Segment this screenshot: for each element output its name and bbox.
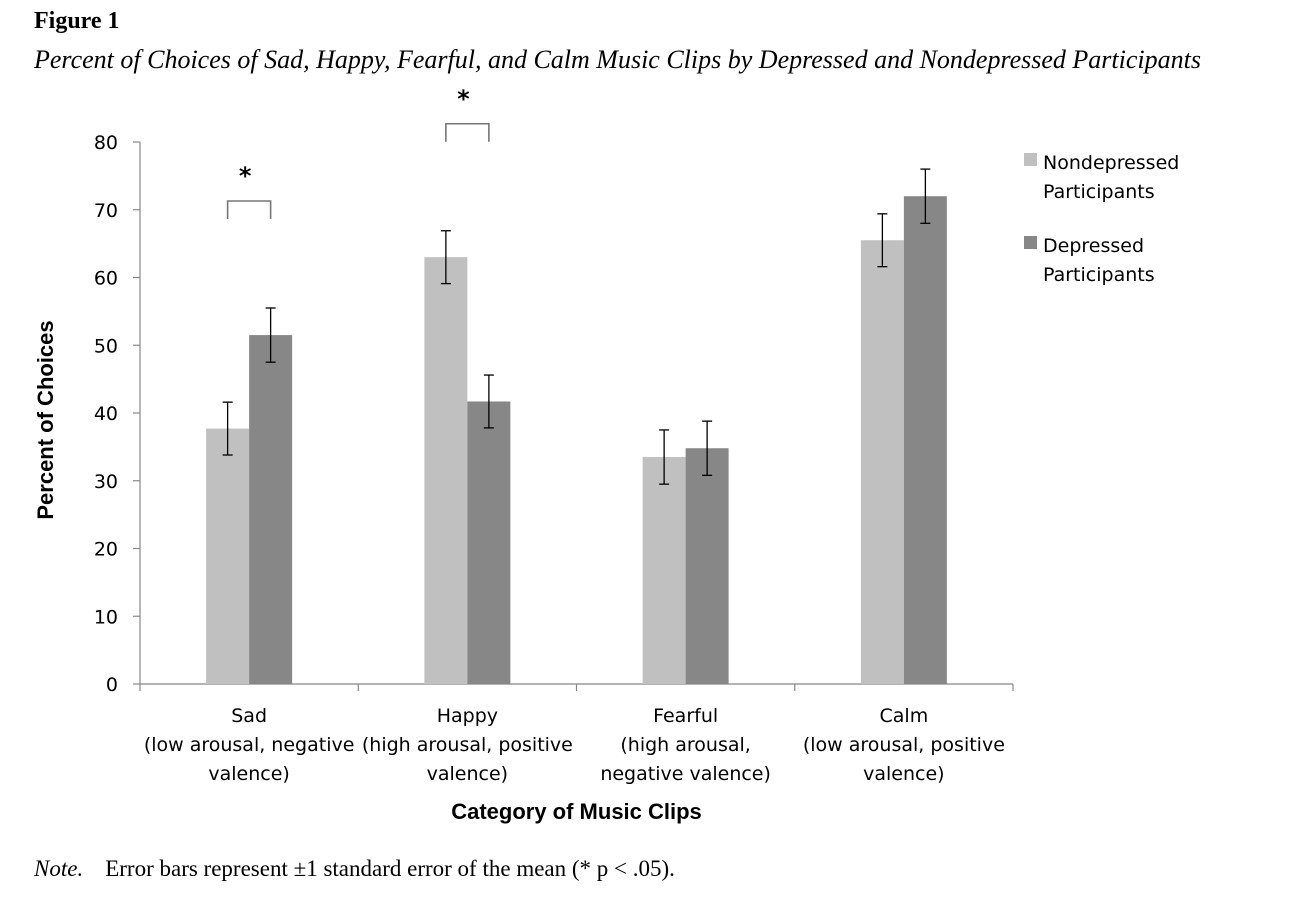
bar — [860, 240, 904, 685]
significance-bracket — [445, 122, 490, 142]
y-tick-label: 70 — [94, 200, 118, 222]
x-category-label: (high arousal, — [620, 734, 750, 756]
bar-chart: 0 10 20 30 40 50 60 70 80 * * Sad (low arousal, nega… — [33, 85, 1179, 824]
x-category-label: Happy — [437, 705, 498, 727]
note-label: Note. — [34, 856, 84, 881]
x-category-label: Fearful — [653, 705, 718, 727]
bar — [206, 428, 250, 684]
significance-marker: * — [457, 85, 470, 113]
legend-label: Depressed — [1043, 235, 1144, 257]
legend-swatch — [1024, 153, 1037, 166]
bar — [642, 457, 686, 684]
legend-swatch — [1024, 236, 1037, 249]
significance-marker: * — [239, 162, 252, 190]
x-category-label: (low arousal, negative — [144, 734, 355, 756]
y-tick-label: 60 — [94, 268, 118, 290]
bar — [467, 401, 511, 684]
y-tick-label: 20 — [94, 539, 118, 561]
x-category-label: valence) — [863, 763, 944, 785]
y-tick-label: 50 — [94, 335, 118, 357]
x-category-label: (low arousal, positive — [803, 734, 1005, 756]
y-axis-title: Percent of Choices — [33, 320, 58, 519]
legend-label: Participants — [1043, 264, 1155, 286]
y-tick-label: 40 — [94, 403, 118, 425]
x-category-label: Calm — [880, 705, 929, 727]
x-category-label: Sad — [231, 705, 267, 727]
y-tick-label: 10 — [94, 606, 118, 628]
legend-label: Participants — [1043, 181, 1155, 203]
x-category-label: valence) — [208, 763, 289, 785]
x-category-label: (high arousal, positive — [362, 734, 573, 756]
significance-bracket — [226, 200, 272, 219]
figure-label: Figure 1 — [34, 8, 120, 34]
y-tick-label: 0 — [106, 674, 118, 696]
bar — [685, 448, 729, 684]
x-category-label: valence) — [427, 763, 508, 785]
x-category-label: negative valence) — [600, 763, 771, 785]
y-tick-label: 80 — [94, 132, 118, 154]
bar — [424, 257, 468, 684]
legend-label: Nondepressed — [1043, 152, 1179, 174]
figure-title: Percent of Choices of Sad, Happy, Fearfu… — [34, 45, 1201, 74]
bar — [903, 196, 947, 684]
x-axis-title: Category of Music Clips — [451, 799, 702, 824]
figure-note: Note. Error bars represent ±1 standard er… — [34, 856, 675, 882]
y-tick-label: 30 — [94, 471, 118, 493]
note-text: Error bars represent ±1 standard error o… — [105, 856, 675, 881]
bar — [249, 335, 293, 684]
